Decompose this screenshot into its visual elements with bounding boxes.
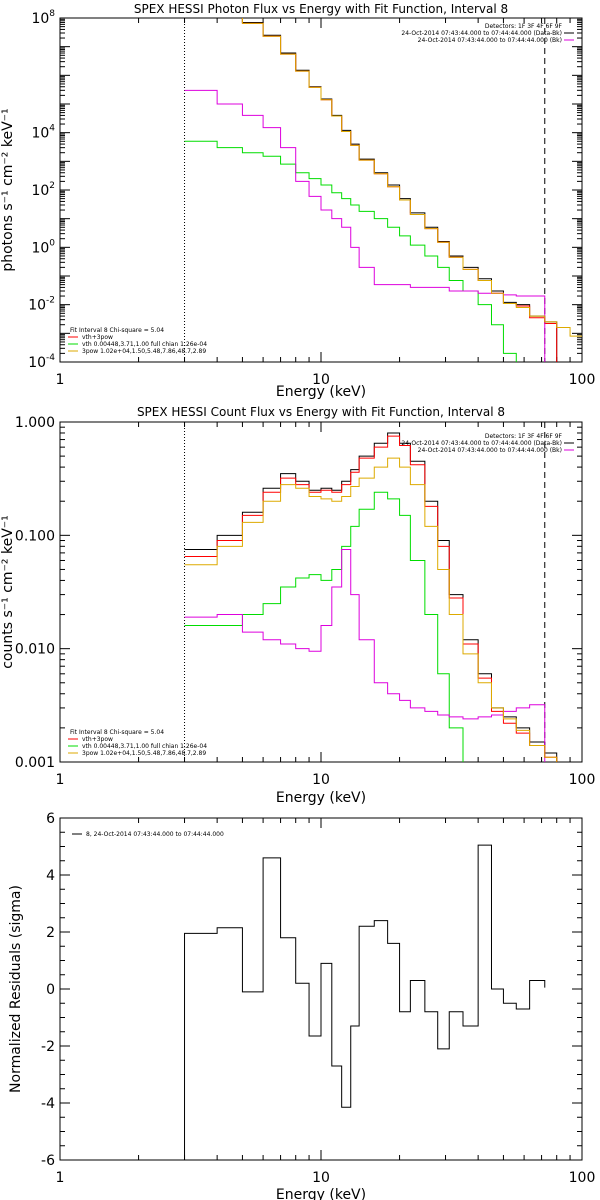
legend-entry: 24-Oct-2014 07:43:44.000 to 07:44:44.000… — [418, 447, 562, 454]
legend-entry: 24-Oct-2014 07:43:44.000 to 07:44:44.000… — [401, 30, 562, 37]
legend-entry: 8, 24-Oct-2014 07:43:44.000 to 07:44:44.… — [86, 831, 224, 838]
x-tick-label: 1 — [56, 772, 65, 788]
legend-entry: vth+3pow — [82, 736, 113, 743]
y-ticks — [60, 817, 582, 1161]
series-line-5 — [184, 457, 558, 762]
legend-entry: Fit Interval 8 Chi-square = 5.04 — [70, 729, 164, 736]
series-group — [184, 18, 582, 362]
y-tick-label: 0.100 — [15, 528, 55, 544]
chart-panel-3: 1 10 100 -6 -4 -2 0 2 4 6 Energy (keV) Normalized R… — [8, 811, 595, 1200]
x-ticks — [59, 818, 571, 1160]
x-ticks — [59, 422, 571, 762]
x-axis-label: Energy (keV) — [276, 790, 366, 806]
legend-top: 8, 24-Oct-2014 07:43:44.000 to 07:44:44.… — [72, 831, 224, 838]
y-tick-label: 6 — [46, 811, 55, 827]
y-tick-label: -6 — [41, 1153, 55, 1169]
x-tick-label: 1 — [56, 372, 65, 388]
series-line-1 — [241, 18, 558, 362]
series-line-1 — [184, 844, 546, 1160]
y-tick-label: 2 — [46, 925, 55, 941]
x-axis-label: Energy (keV) — [276, 1187, 366, 1200]
legend-entry: 24-Oct-2014 07:43:44.000 to 07:44:44.000… — [418, 37, 562, 44]
y-tick-label: 100 — [31, 238, 55, 256]
legend-entry: 3pow 1.02e+04,1.50,5.48,7.86,48.7,2.89 — [82, 750, 206, 757]
y-tick-label: 0.001 — [15, 755, 55, 771]
x-tick-label: 1 — [56, 1170, 65, 1186]
x-tick-label: 100 — [569, 772, 596, 788]
series-line-2 — [184, 435, 558, 762]
x-tick-label: 10 — [312, 1170, 330, 1186]
y-tick-label: 104 — [31, 124, 55, 142]
y-tick-label: 1.000 — [15, 415, 55, 431]
y-ticks — [60, 17, 582, 363]
legend-entry: vth+3pow — [82, 334, 113, 341]
x-tick-label: 100 — [569, 372, 596, 388]
legend-entry: vth 0.00448,3.71,1.00 full chian 1.26e-0… — [82, 341, 207, 348]
series-line-4 — [184, 89, 546, 362]
y-tick-label: -4 — [41, 1096, 55, 1112]
y-tick-label: 4 — [46, 868, 55, 884]
legend-entry: 3pow 1.02e+04,1.50,5.48,7.86,48.7,2.89 — [82, 348, 206, 355]
series-group — [184, 432, 558, 762]
series-line-5 — [241, 18, 582, 337]
legend-entry: 24-Oct-2014 07:43:44.000 to 07:44:44.000… — [401, 440, 562, 447]
chart-panel-2: SPEX HESSI Count Flux vs Energy with Fit… — [0, 405, 596, 806]
y-axis-label: Normalized Residuals (sigma) — [8, 885, 24, 1093]
chart-title: SPEX HESSI Count Flux vs Energy with Fit… — [137, 405, 505, 419]
legend-entry: Detectors: 1F 3F 4F 6F 9F — [485, 23, 563, 30]
y-ticks — [60, 421, 582, 763]
y-tick-label: 0 — [46, 982, 55, 998]
chart-panel-1: SPEX HESSI Photon Flux vs Energy with Fi… — [0, 2, 596, 400]
y-axis-label: counts s⁻¹ cm⁻² keV⁻¹ — [0, 515, 16, 669]
series-group — [184, 844, 546, 1160]
chart-title: SPEX HESSI Photon Flux vs Energy with Fi… — [134, 2, 508, 16]
legend-entry: vth 0.00448,3.71,1.00 full chian 1.26e-0… — [82, 743, 207, 750]
y-tick-label: -2 — [41, 1039, 55, 1055]
y-tick-label: 0.010 — [15, 642, 55, 658]
y-tick-label: 102 — [31, 181, 55, 199]
series-line-3 — [184, 140, 517, 362]
legend-entry: Detectors: 1F 3F 4F 6F 9F — [485, 433, 563, 440]
y-tick-label: 10-4 — [28, 353, 55, 371]
x-tick-label: 10 — [312, 372, 330, 388]
legend-entry: Fit Interval 8 Chi-square = 5.04 — [70, 327, 164, 334]
plot-frame — [59, 17, 583, 363]
legend-bottom: Fit Interval 8 Chi-square = 5.04vth+3pow… — [68, 327, 207, 355]
y-tick-label: 108 — [31, 9, 55, 27]
legend-bottom: Fit Interval 8 Chi-square = 5.04vth+3pow… — [68, 729, 207, 757]
series-line-4 — [184, 548, 546, 762]
x-tick-label: 100 — [569, 1170, 596, 1186]
x-axis-label: Energy (keV) — [276, 384, 366, 400]
x-tick-label: 10 — [312, 772, 330, 788]
x-ticks — [59, 18, 571, 362]
series-line-3 — [184, 491, 464, 762]
series-line-1 — [184, 432, 558, 762]
y-tick-label: 10-2 — [28, 296, 55, 314]
y-axis-label: photons s⁻¹ cm⁻² keV⁻¹ — [0, 108, 16, 271]
